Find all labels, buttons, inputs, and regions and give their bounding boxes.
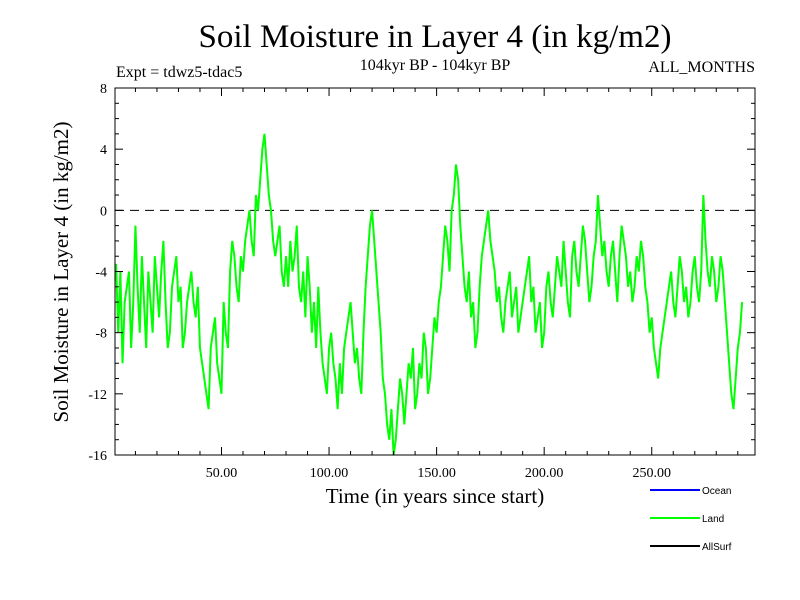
y-axis-ticks: 8 4 0 -4 -8 -12 -16 <box>88 82 755 464</box>
chart-title: Soil Moisture in Layer 4 (in kg/m2) <box>199 19 672 55</box>
y-tick-label: 0 <box>100 204 107 219</box>
x-tick-label: 200.00 <box>525 466 564 481</box>
experiment-label: Expt = tdwz5-tdac5 <box>116 64 242 81</box>
y-tick-label: -16 <box>88 449 107 464</box>
period-label: 104kyr BP - 104kyr BP <box>360 57 511 74</box>
x-tick-label: 250.00 <box>632 466 671 481</box>
y-tick-label: -4 <box>95 266 107 281</box>
y-tick-label: 8 <box>100 82 107 97</box>
y-axis-label: Soil Moisture in Layer 4 (in kg/m2) <box>49 122 73 423</box>
legend-label-ocean: Ocean <box>702 486 731 497</box>
y-tick-label: 4 <box>100 143 107 158</box>
series-line-land <box>115 133 744 455</box>
x-tick-label: 100.00 <box>310 466 349 481</box>
months-label: ALL_MONTHS <box>648 59 755 76</box>
legend: Ocean Land AllSurf <box>650 486 732 553</box>
legend-label-allsurf: AllSurf <box>702 542 732 553</box>
legend-label-land: Land <box>702 514 724 525</box>
y-tick-label: -12 <box>88 388 107 403</box>
y-tick-label: -8 <box>95 327 107 342</box>
x-axis-label: Time (in years since start) <box>326 484 545 508</box>
x-axis-ticks: 50.00 100.00 150.00 200.00 250.00 <box>134 88 739 481</box>
x-tick-label: 150.00 <box>417 466 456 481</box>
plot-frame <box>114 87 756 456</box>
x-tick-label: 50.00 <box>206 466 238 481</box>
